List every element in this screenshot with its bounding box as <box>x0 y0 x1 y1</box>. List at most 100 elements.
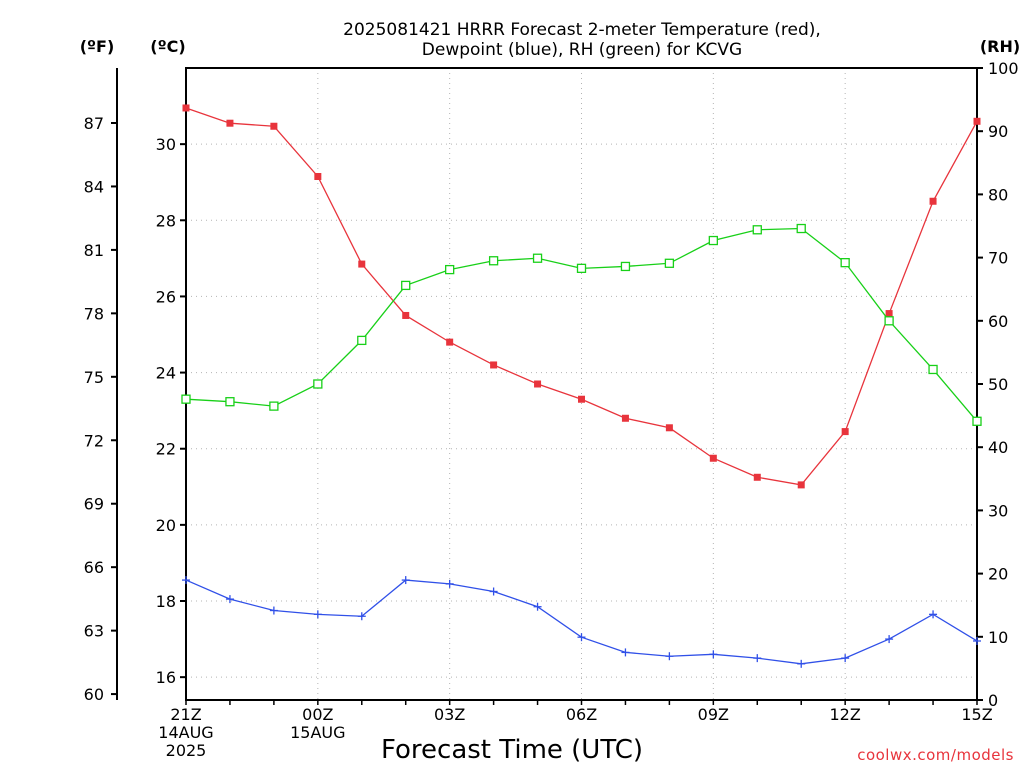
series-temperature <box>182 104 981 489</box>
x-tick-label: 03Z <box>434 705 465 724</box>
temperature-point <box>490 361 498 369</box>
rh-tick-label: 100 <box>988 59 1019 78</box>
dewpoint-point <box>269 606 278 615</box>
rh-point <box>708 235 718 246</box>
dewpoint-point <box>313 610 322 619</box>
x-tick-label: 2025 <box>166 741 207 760</box>
rh-point <box>840 258 850 268</box>
data-series <box>181 104 982 668</box>
temperature-point <box>841 428 849 436</box>
x-tick-label: 14AUG <box>158 723 213 742</box>
rh-unit-label: (RH) <box>980 37 1020 56</box>
temperature-point <box>665 424 673 432</box>
temperature-point <box>270 122 278 130</box>
rh-point <box>532 253 543 263</box>
dewpoint-line <box>185 579 978 665</box>
rh-point <box>752 225 762 235</box>
rh-point <box>928 364 938 375</box>
dewpoint-point <box>973 636 981 645</box>
rh-tick-label: 70 <box>988 249 1008 268</box>
dewpoint-point <box>401 576 410 585</box>
source-credit: coolwx.com/models <box>857 746 1014 764</box>
fahrenheit-tick-label: 72 <box>84 431 104 450</box>
rh-tick-label: 10 <box>988 628 1008 647</box>
x-tick-label: 21Z <box>170 705 201 724</box>
fahrenheit-tick-label: 69 <box>84 495 104 514</box>
rh-tick-label: 0 <box>988 691 998 710</box>
temperature-point <box>885 310 893 318</box>
rh-point <box>181 394 191 404</box>
chart-title: 2025081421 HRRR Forecast 2-meter Tempera… <box>343 20 821 60</box>
dewpoint-point <box>841 654 850 663</box>
temperature-point <box>621 414 629 422</box>
temperature-point <box>973 117 981 125</box>
temperature-point <box>226 119 234 127</box>
fahrenheit-tick-label: 66 <box>84 558 104 577</box>
temperature-point <box>797 481 805 489</box>
rh-point <box>445 264 455 275</box>
temperature-point <box>402 311 410 319</box>
rh-point <box>401 280 411 291</box>
series-dewpoint <box>182 576 981 668</box>
rh-tick-label: 90 <box>988 122 1008 141</box>
temperature-point <box>534 380 542 388</box>
dewpoint-point <box>709 650 718 659</box>
x-axis-label: Forecast Time (UTC) <box>381 735 643 765</box>
dewpoint-point <box>533 602 542 611</box>
fahrenheit-tick-label: 81 <box>84 241 104 260</box>
fahrenheit-tick-label: 63 <box>84 622 104 641</box>
series-rh <box>181 223 982 426</box>
fahrenheit-tick-label: 87 <box>84 114 104 133</box>
fahrenheit-tick-label: 84 <box>84 177 104 196</box>
celsius-tick-label: 30 <box>156 135 176 154</box>
temperature-point <box>753 473 761 481</box>
celsius-tick-label: 20 <box>156 516 176 535</box>
rh-point <box>269 401 279 411</box>
dewpoint-point <box>357 612 366 621</box>
rh-point <box>620 261 631 272</box>
x-tick-label: 15Z <box>961 705 992 724</box>
dewpoint-point <box>665 652 674 661</box>
title-line-2: Dewpoint (blue), RH (green) for KCVG <box>422 40 742 60</box>
x-tick-label: 12Z <box>830 705 861 724</box>
temperature-point <box>929 197 937 205</box>
rh-point <box>313 379 323 389</box>
celsius-tick-label: 24 <box>156 364 176 383</box>
rh-tick-label: 30 <box>988 501 1008 520</box>
dewpoint-point <box>182 576 190 585</box>
title-line-1: 2025081421 HRRR Forecast 2-meter Tempera… <box>343 20 821 40</box>
rh-tick-label: 20 <box>988 565 1008 584</box>
fahrenheit-tick-label: 75 <box>84 368 104 387</box>
rh-point <box>576 263 587 273</box>
axes: 60 63 66 69 72 75 78 81 84 87 16 18 20 22 24 26 28 30 0 10 2… <box>84 59 1019 760</box>
temperature-point <box>314 173 322 181</box>
rh-line <box>185 227 978 422</box>
celsius-tick-label: 22 <box>156 440 176 459</box>
celsius-tick-label: 26 <box>156 287 176 306</box>
rh-point <box>664 258 675 268</box>
dewpoint-point <box>445 579 454 588</box>
dewpoint-point <box>225 595 234 604</box>
rh-tick-label: 60 <box>988 312 1008 331</box>
x-tick-label: 09Z <box>698 705 729 724</box>
rh-point <box>796 223 806 234</box>
grid-lines <box>186 68 977 700</box>
celsius-tick-label: 16 <box>156 668 176 687</box>
dewpoint-point <box>753 654 762 663</box>
rh-tick-label: 40 <box>988 438 1008 457</box>
dewpoint-point <box>929 610 938 619</box>
dewpoint-point <box>489 587 498 596</box>
rh-tick-label: 50 <box>988 375 1008 394</box>
celsius-tick-label: 18 <box>156 592 176 611</box>
rh-point <box>488 256 499 266</box>
fahrenheit-unit-label: (ºF) <box>80 37 115 56</box>
x-tick-label: 06Z <box>566 705 597 724</box>
fahrenheit-tick-label: 60 <box>84 685 104 704</box>
rh-point <box>972 416 982 426</box>
fahrenheit-tick-label: 78 <box>84 304 104 323</box>
temperature-point <box>578 395 585 403</box>
celsius-tick-label: 28 <box>156 211 176 230</box>
x-tick-label: 00Z <box>302 705 333 724</box>
dewpoint-point <box>797 659 806 668</box>
